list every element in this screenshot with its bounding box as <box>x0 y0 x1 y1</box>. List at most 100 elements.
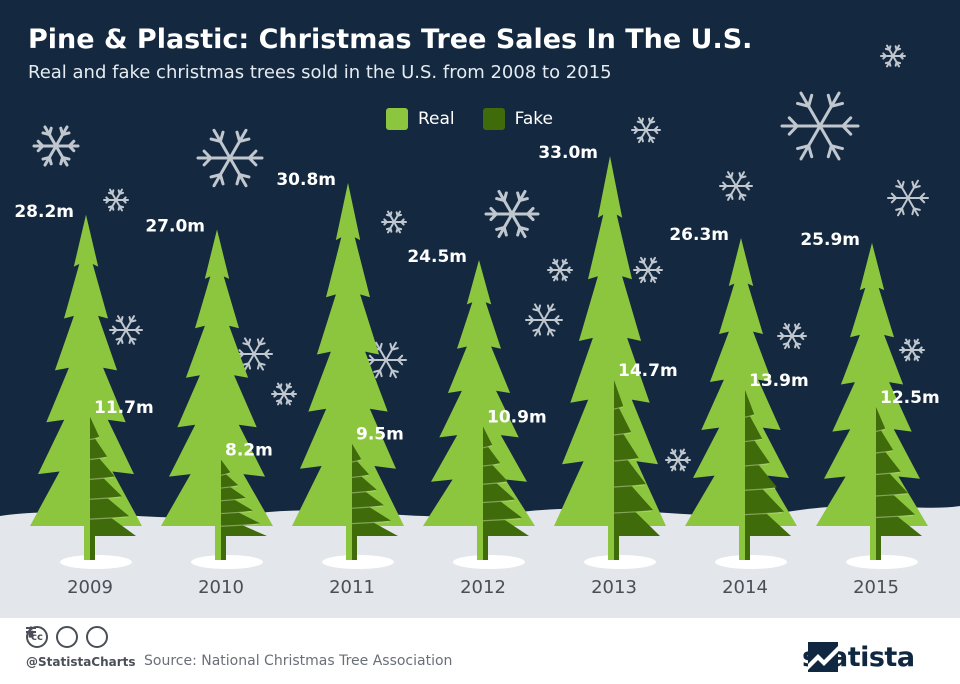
trunk-real-2010 <box>215 520 221 560</box>
data-label-fake-2011: 9.5m <box>356 425 404 445</box>
tree-group-2014: 26.3m 13.9m 2014 <box>669 225 808 598</box>
tick-label-2014: 2014 <box>722 577 768 598</box>
trunk-fake-2009 <box>90 530 95 560</box>
tree-group-2012: 24.5m 10.9m 2012 <box>407 247 546 598</box>
data-label-real-2010: 27.0m <box>145 216 205 236</box>
snowflake-icon <box>665 448 691 472</box>
trunk-real-2013 <box>608 520 614 560</box>
snowflake-icon <box>196 128 264 188</box>
tree-shadow <box>584 555 656 569</box>
legend-label-fake: Fake <box>514 109 553 129</box>
tick-label-2011: 2011 <box>329 577 375 598</box>
snowflakes <box>32 44 929 472</box>
data-label-fake-2012: 10.9m <box>487 408 547 428</box>
snowflake-icon <box>633 256 663 284</box>
bar-real-2010 <box>161 229 273 527</box>
snowflake-icon <box>484 189 540 239</box>
snowflake-icon <box>880 44 906 68</box>
trunk-real-2015 <box>870 520 876 560</box>
bar-real-2011 <box>292 182 404 526</box>
trunk-fake-2014 <box>745 530 750 560</box>
bar-fake-2013 <box>613 380 660 536</box>
legend-item-real: Real <box>386 108 455 130</box>
tree-shadow <box>453 555 525 569</box>
snowflake-icon <box>381 210 407 234</box>
tree-group-2010: 27.0m 8.2m 2010 <box>145 216 273 598</box>
snowflake-icon <box>235 337 273 371</box>
license-icons: cc <box>26 626 108 648</box>
legend-label-real: Real <box>418 109 455 129</box>
statista-logo: statista <box>802 642 915 673</box>
tree-group-2011: 30.8m 9.5m 2011 <box>276 170 404 598</box>
trunk-real-2011 <box>346 520 352 560</box>
trunk-fake-2010 <box>221 530 226 560</box>
cc-icon: cc <box>26 626 48 648</box>
tick-label-2015: 2015 <box>853 577 899 598</box>
bar-fake-2011 <box>351 443 398 536</box>
data-label-fake-2009: 11.7m <box>94 398 154 418</box>
tree-shadow <box>715 555 787 569</box>
snowflake-icon <box>777 322 807 350</box>
legend-item-fake: Fake <box>482 108 553 130</box>
data-label-real-2011: 30.8m <box>276 170 336 190</box>
bar-real-2013 <box>554 156 666 526</box>
snowflake-icon <box>547 258 573 282</box>
bar-real-2014 <box>685 238 797 527</box>
source-note: Source: National Christmas Tree Associat… <box>144 653 453 669</box>
trunk-real-2009 <box>84 520 90 560</box>
tick-label-2012: 2012 <box>460 577 506 598</box>
data-label-real-2013: 33.0m <box>538 143 598 163</box>
chart-title: Pine & Plastic: Christmas Tree Sales In … <box>28 24 753 55</box>
trunk-real-2012 <box>477 520 483 560</box>
trunk-real-2014 <box>739 520 745 560</box>
snowflake-icon <box>109 315 143 345</box>
bar-real-2009 <box>30 214 142 526</box>
snowflake-icon <box>525 303 563 337</box>
snowflake-icon <box>103 188 129 212</box>
bar-fake-2014 <box>744 389 791 536</box>
tree-shadow <box>322 555 394 569</box>
nd-icon <box>26 626 108 648</box>
data-label-real-2009: 28.2m <box>14 202 74 222</box>
legend-swatch-fake <box>482 108 505 130</box>
legend: Real Fake <box>386 108 581 130</box>
twitter-handle: @StatistaCharts <box>26 655 136 669</box>
trunk-fake-2013 <box>614 530 619 560</box>
footer: cc @StatistaCharts Source: National Chri… <box>0 618 960 684</box>
data-label-fake-2015: 12.5m <box>880 388 940 408</box>
tick-label-2009: 2009 <box>67 577 113 598</box>
bar-real-2012 <box>423 260 535 526</box>
data-label-real-2015: 25.9m <box>800 230 860 250</box>
tree-shadow <box>191 555 263 569</box>
tree-group-2013: 33.0m 14.7m 2013 <box>538 143 677 598</box>
snowflake-icon <box>719 171 753 201</box>
tree-shadow <box>60 555 132 569</box>
data-label-fake-2014: 13.9m <box>749 371 809 391</box>
bar-fake-2012 <box>482 426 529 536</box>
trunk-fake-2011 <box>352 530 357 560</box>
chart-subtitle: Real and fake christmas trees sold in th… <box>28 62 612 83</box>
data-label-real-2012: 24.5m <box>407 247 467 267</box>
tick-label-2013: 2013 <box>591 577 637 598</box>
trunk-fake-2015 <box>876 530 881 560</box>
footer-background <box>0 618 960 684</box>
by-icon <box>28 626 78 648</box>
data-label-fake-2013: 14.7m <box>618 361 678 381</box>
tree-group-2009: 28.2m 11.7m 2009 <box>14 202 153 598</box>
bar-fake-2009 <box>89 416 136 536</box>
tree-shadow <box>846 555 918 569</box>
tick-label-2010: 2010 <box>198 577 244 598</box>
snowflake-icon <box>887 179 929 217</box>
legend-swatch-real <box>386 108 408 130</box>
snowflake-icon <box>631 116 661 144</box>
snowflake-icon <box>899 338 925 362</box>
statista-mark-icon <box>808 642 838 672</box>
tree-group-2015: 25.9m 12.5m 2015 <box>800 230 939 598</box>
snowflake-icon <box>780 91 860 161</box>
trunk-fake-2012 <box>483 530 488 560</box>
data-label-real-2014: 26.3m <box>669 225 729 245</box>
data-label-fake-2010: 8.2m <box>225 441 273 461</box>
snowflake-icon <box>271 382 297 406</box>
bar-fake-2010 <box>220 459 267 536</box>
